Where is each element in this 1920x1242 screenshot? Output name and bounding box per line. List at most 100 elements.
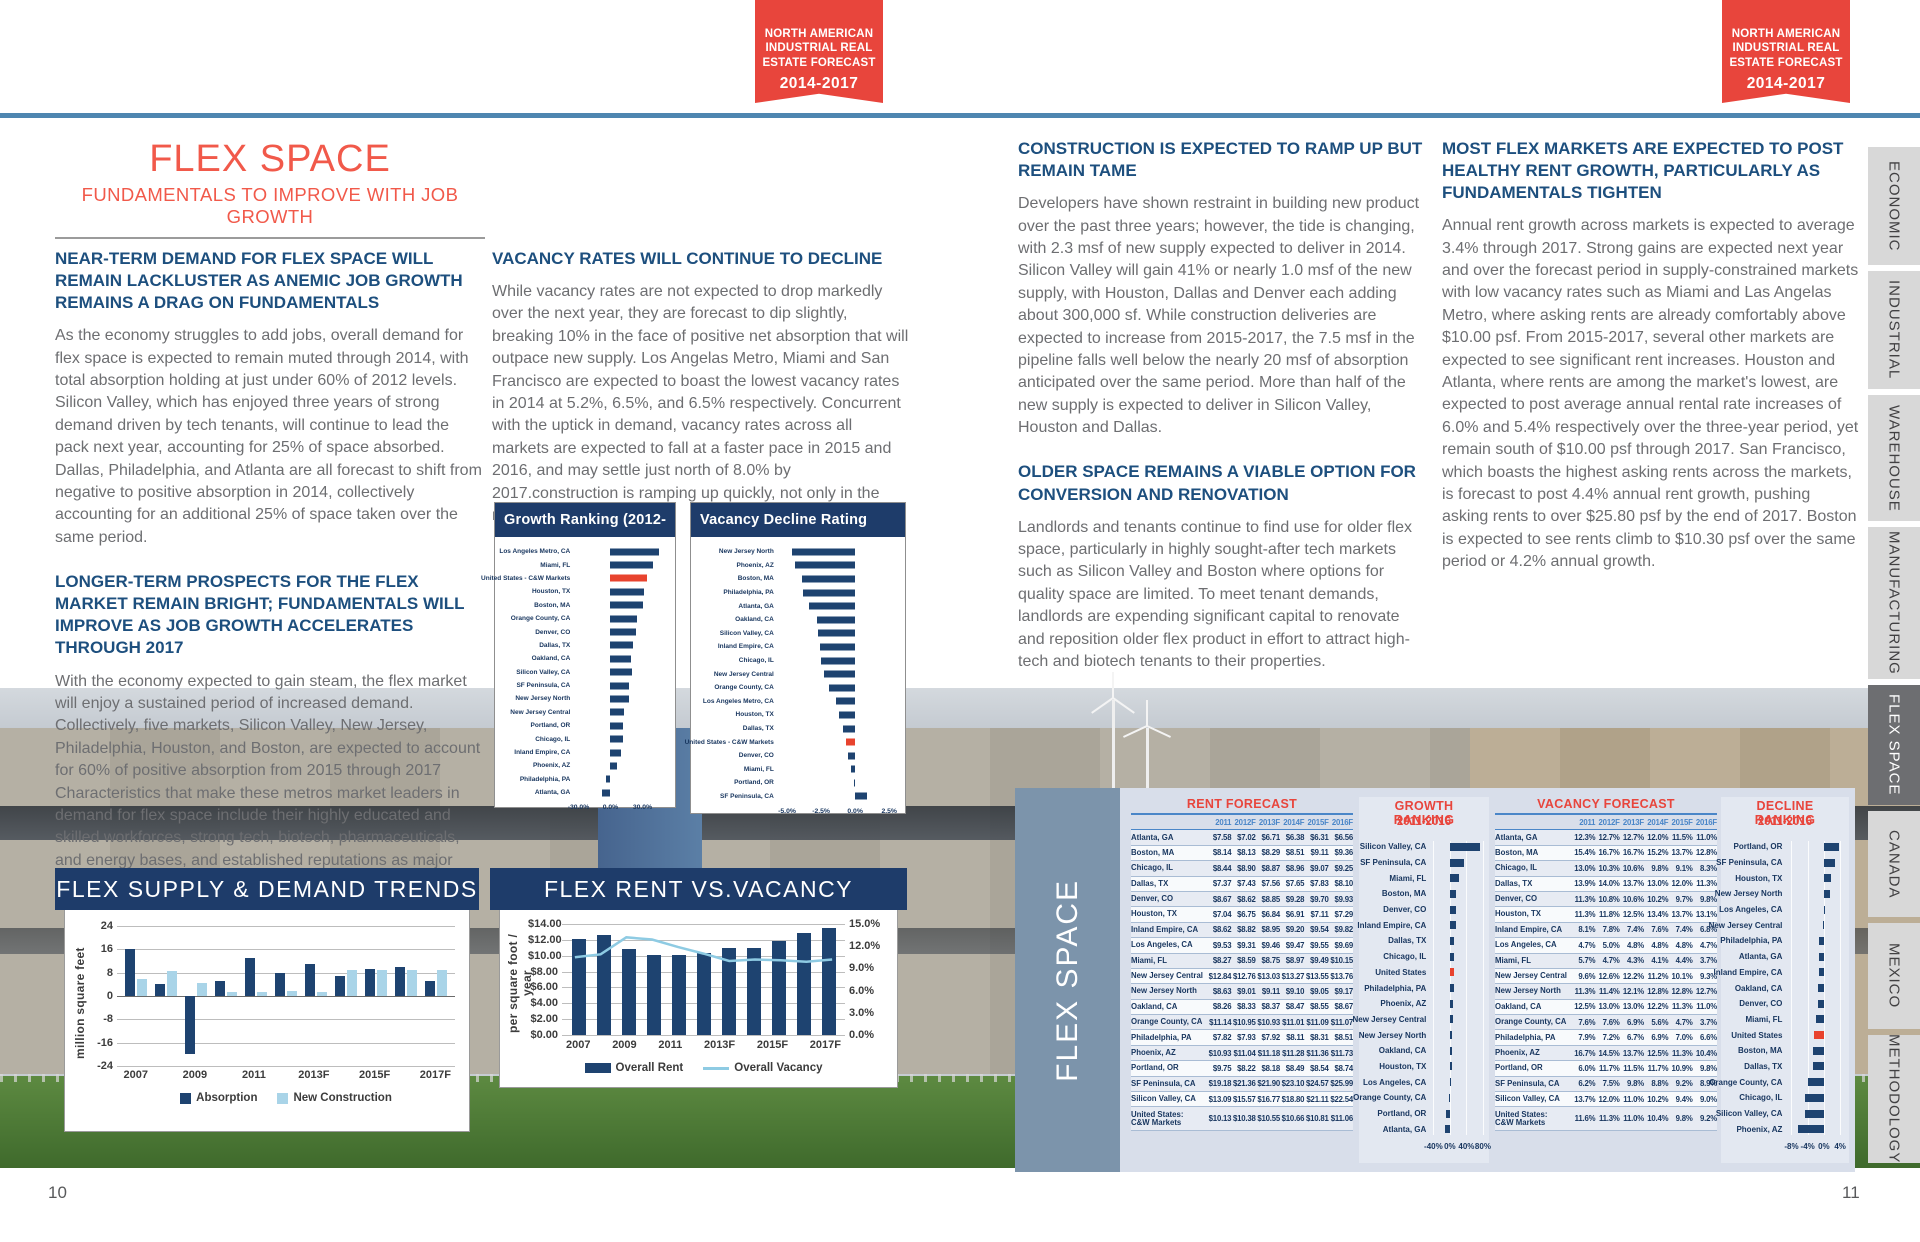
table-cell: $11.01 xyxy=(1282,1017,1305,1027)
ranking-bar-area xyxy=(1787,933,1845,949)
ranking-bar-area xyxy=(1431,855,1485,871)
ranking-row-label: New Jersey Central xyxy=(1708,920,1783,930)
axis-gridline xyxy=(117,1066,455,1067)
bar-group xyxy=(181,926,211,1066)
table-cell: 4.8% xyxy=(1651,940,1669,950)
ranking-bar xyxy=(610,668,632,676)
axis-tick-label: 8 xyxy=(106,966,113,979)
tab-manufacturing[interactable]: MANUFACTURING xyxy=(1868,527,1920,679)
table-cell: $9.70 xyxy=(1310,894,1329,904)
industrial-photo-background xyxy=(0,672,1920,1168)
ranking-row-label: United States - C&W Markets xyxy=(481,574,571,582)
axis-tick-label: 4% xyxy=(1834,1142,1846,1152)
ranking-bar-area xyxy=(1787,1027,1845,1043)
x-axis-cell: 2015F xyxy=(757,1039,788,1057)
flex-supply-demand-card: FLEX SUPPLY & DEMAND TRENDS million squa… xyxy=(55,868,479,1140)
ranking-row: Los Angeles, CA xyxy=(1719,902,1845,918)
table-cell: 11.3% xyxy=(1696,879,1717,889)
table-row-label: Portland, OR xyxy=(1495,1063,1543,1073)
table-cell: 12.6% xyxy=(1598,971,1620,981)
ranking-bar-area xyxy=(1431,839,1485,855)
table-cell: $8.97 xyxy=(1285,956,1305,966)
ranking-bar xyxy=(1823,842,1840,851)
table-year-header-row: 2011 2012F 2013F 2014F 2015F 2016F xyxy=(1131,815,1353,831)
overall-rent-bar xyxy=(696,952,711,1035)
x-axis-label: 2007 xyxy=(123,1069,149,1081)
table-cell: $8.54 xyxy=(1310,1063,1329,1073)
table-cell: 9.6% xyxy=(1578,971,1596,981)
ranking-row: Orange County, CA xyxy=(694,681,896,695)
ranking-bar-area xyxy=(1431,1059,1485,1075)
ranking-row: SF Peninsula, CA xyxy=(1716,855,1845,871)
table-cell: $9.05 xyxy=(1310,986,1329,996)
bar-group xyxy=(616,924,641,1035)
tab-warehouse[interactable]: WAREHOUSE xyxy=(1868,395,1920,521)
bar-group xyxy=(816,924,841,1035)
ranking-row: Silicon Valley, CA xyxy=(1360,839,1485,855)
new-construction-bar xyxy=(227,991,238,996)
table-cell: $10.55 xyxy=(1257,1114,1280,1124)
tab-methodology[interactable]: METHODOLOGY xyxy=(1868,1034,1920,1164)
ranking-row-label: Denver, CO xyxy=(1383,905,1427,915)
ranking-row-label: Philadelphia, PA xyxy=(1720,936,1783,946)
table-row: Houston, TX 11.3% 11.8% 12.5% 13.4% 13.7% 13.1… xyxy=(1495,907,1717,923)
section-header: FLEX SPACE FUNDAMENTALS TO IMPROVE WITH … xyxy=(55,138,485,239)
ranking-row-label: Phoenix, AZ xyxy=(736,561,774,569)
ribbon-years: 2014-2017 xyxy=(1746,75,1826,93)
ranking-bar-area xyxy=(779,749,896,763)
ranking-bar xyxy=(610,735,624,743)
rent-forecast-table: 2011 2012F 2013F 2014F 2015F 2016F Atlanta, GA… xyxy=(1131,815,1353,1132)
tab-mexico[interactable]: MEXICO xyxy=(1868,923,1920,1029)
ranking-bar-area xyxy=(1431,933,1485,949)
ranking-bar xyxy=(610,749,622,757)
article-heading: LONGER-TERM PROSPECTS FOR THE FLEX MARKE… xyxy=(55,572,465,658)
table-cell: $9.20 xyxy=(1285,925,1305,935)
x-axis-cell xyxy=(329,1069,359,1087)
axis-gridline xyxy=(1823,841,1825,1136)
ranking-bar xyxy=(816,616,856,624)
ranking-row: Inland Empire, CA xyxy=(1357,917,1485,933)
table-row: Inland Empire, CA $8.62 $8.82 $8.95 $9.20 $9.… xyxy=(1131,922,1353,939)
section-tab-rail: ECONOMIC INDUSTRIAL WAREHOUSE MANUFACTURING… xyxy=(1868,147,1920,1164)
ranking-row-label: Chicago, IL xyxy=(1739,1093,1783,1103)
ranking-row: Houston, TX xyxy=(694,708,896,722)
bar-group xyxy=(241,926,271,1066)
ranking-row-label: Dallas, TX xyxy=(539,641,571,649)
table-cell: $8.62 xyxy=(1212,925,1232,935)
table-cell: $8.26 xyxy=(1212,1002,1232,1012)
table-row: Philadelphia, PA 7.9% 7.2% 6.7% 6.9% 7.0% 6.6% xyxy=(1495,1030,1717,1046)
table-row-label: Dallas, TX xyxy=(1495,878,1533,888)
ranking-row: Inland Empire, CA xyxy=(498,746,666,759)
table-cell: 7.4% xyxy=(1627,925,1644,935)
tab-industrial[interactable]: INDUSTRIAL xyxy=(1868,271,1920,389)
table-cell: 12.5% xyxy=(1574,1002,1596,1012)
table-cell: $8.96 xyxy=(1285,863,1305,873)
ranking-bar-area xyxy=(575,746,666,759)
table-row: Portland, OR 6.0% 11.7% 11.5% 11.7% 10.9% 9.8% xyxy=(1495,1061,1717,1077)
axis-tick-labels: -8% -4% 0% 4% xyxy=(1725,1142,1846,1155)
ranking-bar-area xyxy=(575,639,666,652)
ranking-bar xyxy=(792,548,856,556)
ranking-row: Philadelphia, PA xyxy=(1720,933,1845,949)
axis-tick-label: 0% xyxy=(1444,1142,1456,1152)
x-axis-cell xyxy=(682,1039,704,1057)
table-cell: 9.2% xyxy=(1675,1079,1693,1089)
ranking-bar xyxy=(610,682,629,690)
ranking-row-label: Boston, MA xyxy=(1737,1046,1783,1056)
chart-body: million square feet -24 -16 -8 0 8 16 24 2007 2… xyxy=(64,910,470,1132)
table-row: Phoenix, AZ $10.93 $11.04 $11.18 $11.28 $11.3… xyxy=(1131,1045,1353,1062)
vacancy-forecast-section: VACANCY FORECAST 2011 2012F 2013F 2014F 2015… xyxy=(1495,797,1717,1132)
table-cell: $7.56 xyxy=(1261,879,1280,889)
tab-canada[interactable]: CANADA xyxy=(1868,811,1920,917)
ranking-bar-area xyxy=(779,790,896,804)
table-cell: 6.9% xyxy=(1651,1033,1669,1043)
table-cell: 6.8% xyxy=(1699,925,1717,935)
table-row: Houston, TX $7.04 $6.75 $6.84 $6.91 $7.11 $7.2… xyxy=(1131,907,1353,923)
tab-economic[interactable]: ECONOMIC xyxy=(1868,147,1920,265)
ranking-bar-area xyxy=(1787,1059,1845,1075)
ranking-row-label: Philadelphia, PA xyxy=(1364,983,1427,993)
table-cell: 11.4% xyxy=(1598,986,1620,996)
tab-flex-space[interactable]: FLEX SPACE xyxy=(1868,685,1920,805)
overall-rent-bar xyxy=(571,939,586,1035)
ranking-row: Denver, CO xyxy=(1363,902,1485,918)
